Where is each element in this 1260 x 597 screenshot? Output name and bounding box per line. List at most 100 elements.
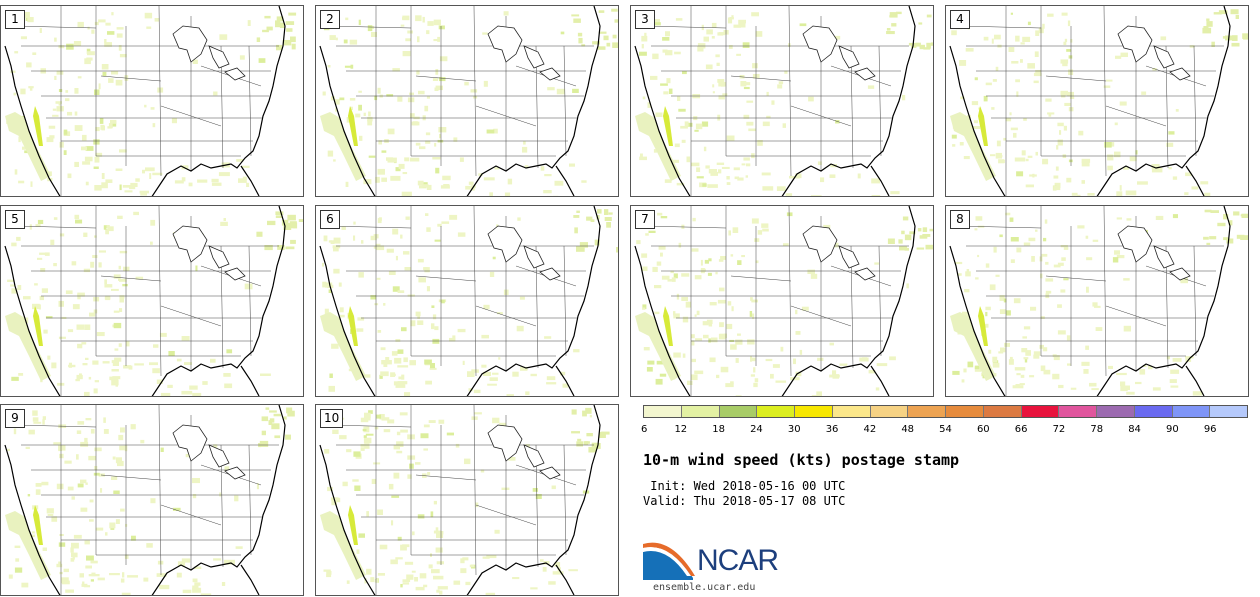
state-borders [327,405,594,595]
legend-swatch [982,406,1021,417]
legend-colorbar [643,405,1248,418]
map-plot [4,206,303,396]
coastline [319,206,601,396]
state-borders [12,206,279,396]
member-map-5: 5 [0,205,304,397]
coastline [634,206,916,396]
coastline [634,6,916,196]
plot-title: 10-m wind speed (kts) postage stamp [643,451,960,469]
member-label: 1 [5,10,25,29]
member-map-9: 9 [0,404,304,596]
legend-tick-label: 78 [1090,424,1104,435]
legend-swatch [756,406,794,417]
wind-shading [950,209,1248,396]
great-lakes [487,25,561,81]
legend-tick-label: 48 [901,424,915,435]
coastline [949,206,1231,396]
legend-swatch [869,406,908,417]
legend-swatch [794,406,832,417]
member-label: 5 [5,210,25,229]
logo-url: ensemble.ucar.edu [653,582,756,593]
great-lakes [487,225,561,281]
wind-shading [635,11,933,196]
legend-tick-label: 24 [750,424,763,435]
wind-shading [5,407,295,595]
legend-swatch [1096,406,1134,417]
member-label: 10 [320,409,344,428]
legend-tick-label: 66 [1014,424,1028,435]
member-label: 2 [320,10,340,29]
legend-swatch [644,406,681,417]
state-borders [957,206,1224,396]
coastline [949,6,1231,196]
state-borders [12,405,279,595]
member-map-1: 1 [0,5,304,197]
logo-text: NCAR [697,544,779,577]
legend-tick-label: 30 [787,424,801,435]
coastline [319,6,601,196]
legend-swatch [831,406,870,417]
wind-shading [5,211,303,396]
member-label: 3 [635,10,655,29]
map-plot [4,6,297,196]
state-borders [642,206,909,396]
great-lakes [172,225,246,281]
legend-tick-label: 12 [674,424,688,435]
legend-tick-label: 36 [825,424,839,435]
map-plot [319,206,618,396]
wind-shading [635,211,933,396]
member-label: 7 [635,210,655,229]
legend-tick-label: 96 [1203,424,1217,435]
great-lakes [172,25,246,81]
member-label: 9 [5,409,25,428]
great-lakes [487,424,561,480]
map-plot [319,6,618,196]
map-plot [634,206,933,396]
great-lakes [1117,25,1191,81]
legend-ticks: 6 12 18 24 30 36 42 48 54 60 66 72 78 84 90 96 [641,424,1248,438]
great-lakes [802,225,876,281]
legend-swatch [1209,406,1247,417]
member-map-8: 8 [945,205,1249,397]
state-borders [642,6,909,196]
legend-swatch [1171,406,1210,417]
great-lakes [172,424,246,480]
map-plot [4,405,295,595]
coastline [319,405,601,595]
wind-shading [320,8,618,196]
coastline [4,206,286,396]
coastline [4,405,286,595]
member-label: 6 [320,210,340,229]
legend-swatch [945,406,983,417]
member-map-4: 4 [945,5,1249,197]
wind-shading [320,407,610,595]
great-lakes [802,25,876,81]
wind-shading [5,12,297,196]
legend-tick-label: 6 [641,424,648,435]
member-label: 4 [950,10,970,29]
wind-shading [950,9,1248,196]
legend-swatch [1020,406,1059,417]
member-map-6: 6 [315,205,619,397]
state-borders [327,6,594,196]
map-plot [949,6,1248,196]
legend-swatch [1133,406,1172,417]
member-map-7: 7 [630,205,934,397]
init-time: Init: Wed 2018-05-16 00 UTC [643,479,846,493]
valid-time: Valid: Thu 2018-05-17 08 UTC [643,494,846,508]
member-map-3: 3 [630,5,934,197]
legend-tick-label: 54 [939,424,952,435]
ncar-logo: NCAR ensemble.ucar.edu [643,540,803,595]
state-borders [957,6,1224,196]
member-label: 8 [950,210,970,229]
legend-tick-label: 72 [1052,424,1066,435]
ncar-swoosh-icon [643,542,695,580]
legend-tick-label: 84 [1128,424,1141,435]
great-lakes [1117,225,1191,281]
member-map-2: 2 [315,5,619,197]
map-plot [949,206,1248,396]
legend-swatch [680,406,719,417]
map-plot [634,6,933,196]
legend-swatch [718,406,757,417]
wind-shading [320,209,618,396]
